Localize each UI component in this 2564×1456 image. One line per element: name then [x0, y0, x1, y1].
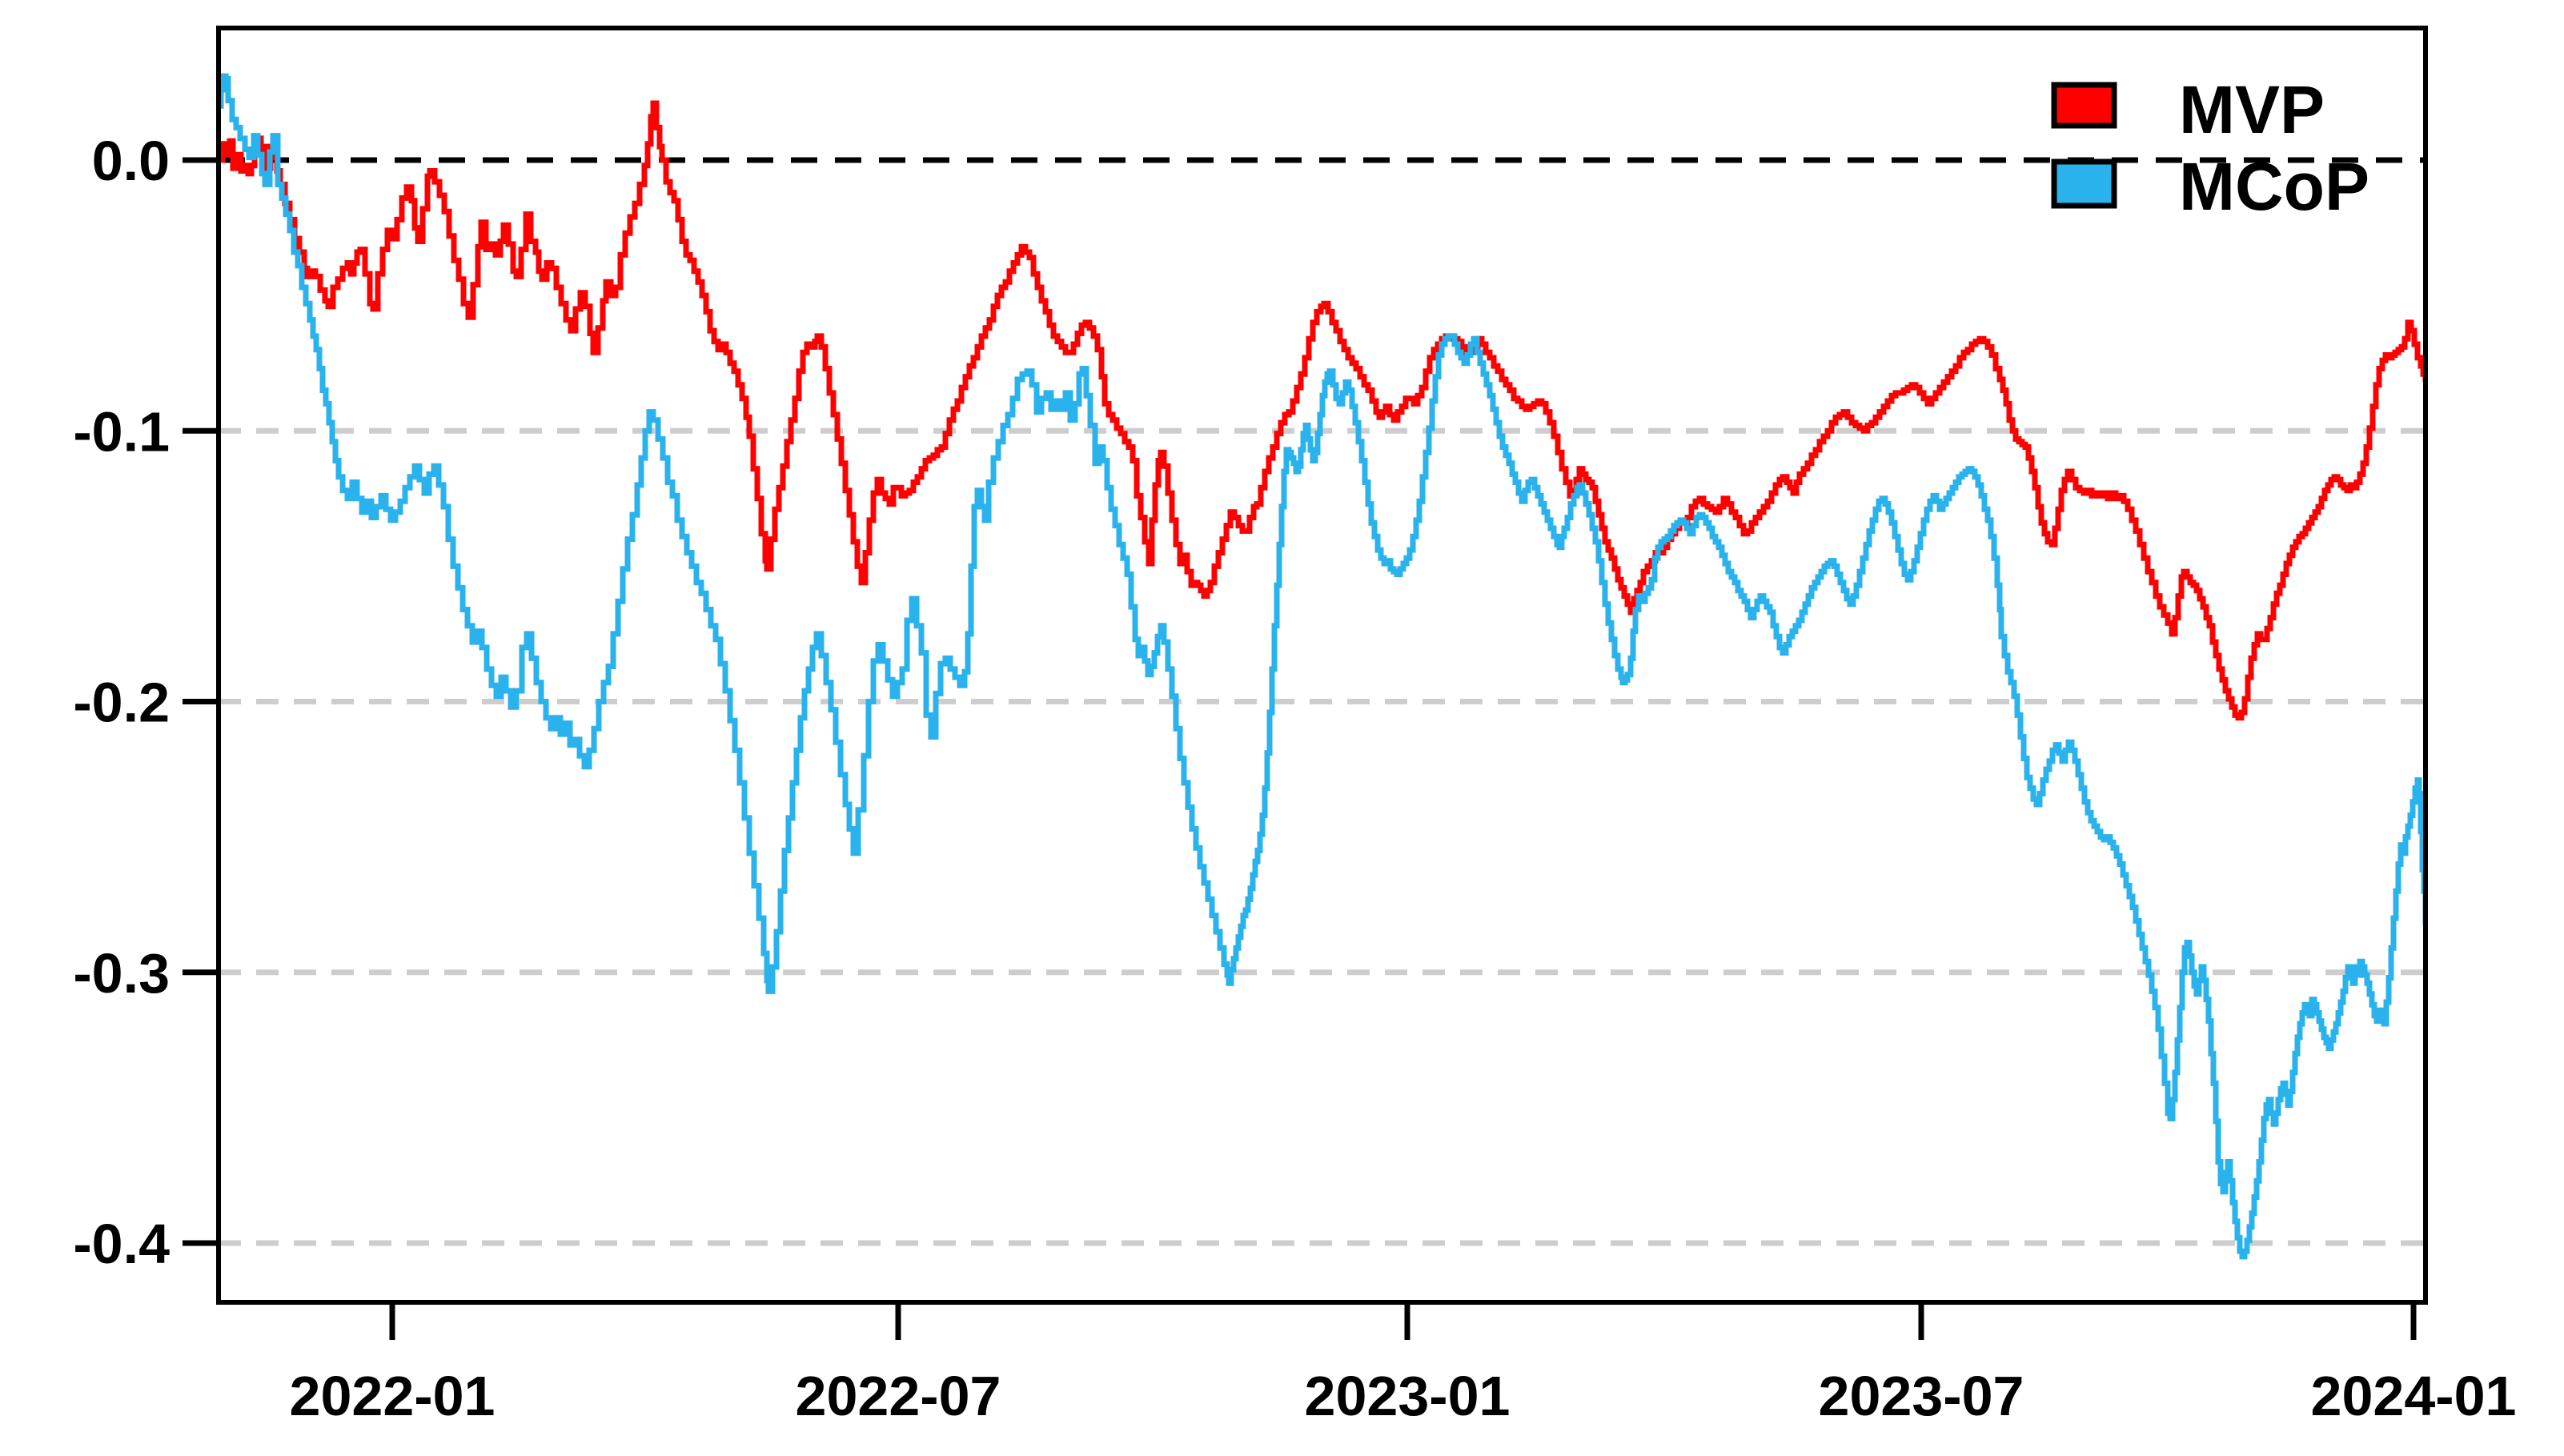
legend-label-mvp: MVP: [2179, 72, 2325, 147]
legend-swatch-mcop-icon: [2051, 158, 2117, 209]
gridlines: [219, 157, 2426, 1246]
x-axis-label: 2023-01: [1305, 1365, 1511, 1427]
series-mvp: [219, 100, 2428, 721]
legend-label-mcop: MCoP: [2179, 149, 2369, 224]
y-axis-label: -0.3: [73, 942, 170, 1005]
axis-tick-labels: 0.0 -0.1 -0.2 -0.3 -0.4 2022-01 2022-07 2023-01…: [73, 130, 2516, 1427]
x-axis-label: 2022-01: [290, 1365, 496, 1427]
y-axis-label: -0.1: [73, 400, 170, 463]
legend: MVP MCoP: [2051, 72, 2369, 224]
x-axis-label: 2024-01: [2311, 1365, 2517, 1427]
y-axis-label: -0.4: [73, 1213, 170, 1275]
x-axis-label: 2023-07: [1819, 1365, 2024, 1427]
axis-ticks: [183, 157, 2417, 1340]
legend-swatch-mvp-icon: [2051, 82, 2117, 129]
plot-frame: [216, 26, 2428, 1305]
data-series: [218, 73, 2428, 1260]
y-axis-label: 0.0: [92, 130, 170, 192]
x-axis-label: 2022-07: [796, 1365, 1001, 1427]
series-mcop: [218, 73, 2428, 1260]
y-axis-label: -0.2: [73, 672, 170, 734]
